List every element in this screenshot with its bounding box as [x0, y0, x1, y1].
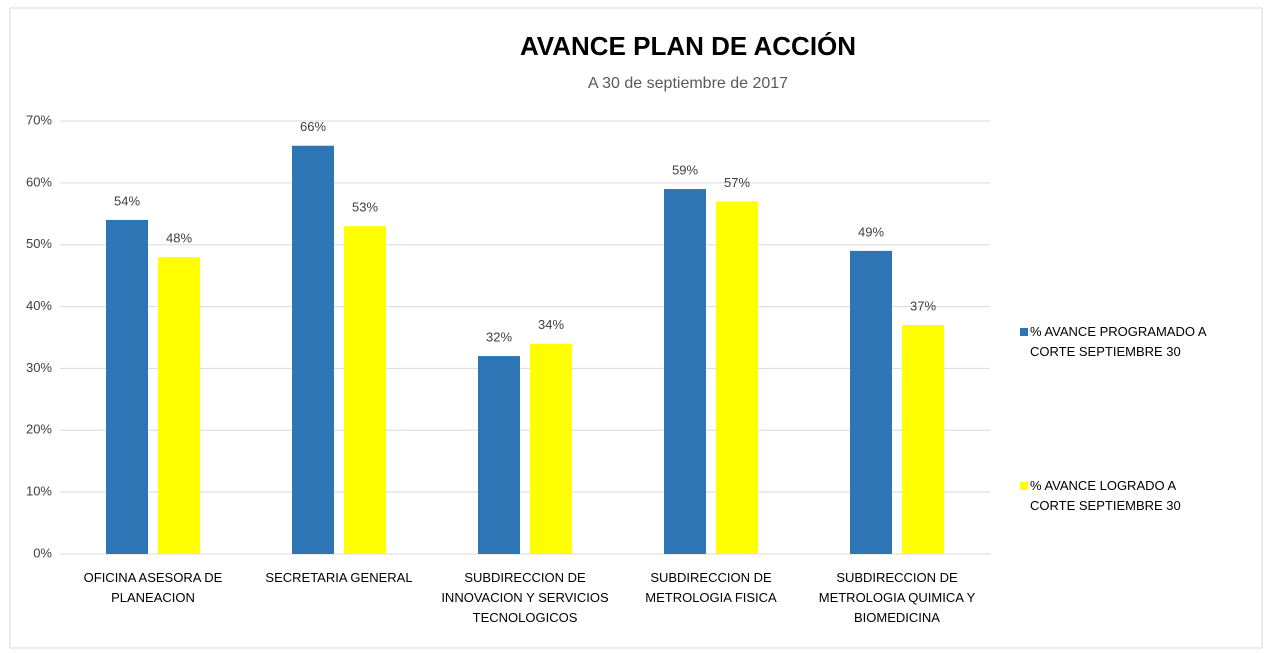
- data-label: 32%: [486, 329, 512, 344]
- y-tick-label: 0%: [33, 545, 52, 560]
- y-tick-label: 70%: [26, 112, 52, 127]
- bar: [716, 201, 758, 554]
- y-tick-label: 20%: [26, 422, 52, 437]
- bar: [292, 145, 334, 554]
- legend-entry: % AVANCE PROGRAMADO A CORTE SEPTIEMBRE 3…: [1020, 322, 1210, 362]
- data-label: 53%: [352, 200, 378, 215]
- x-tick-label: SUBDIRECCION DE INNOVACION Y SERVICIOS T…: [441, 570, 609, 625]
- bar: [158, 257, 200, 554]
- y-tick-label: 30%: [26, 360, 52, 375]
- x-tick-label: SUBDIRECCION DE METROLOGIA FISICA: [645, 570, 777, 605]
- legend-swatch: [1020, 328, 1028, 336]
- data-label: 57%: [724, 175, 750, 190]
- data-label: 49%: [858, 224, 884, 239]
- x-tick-label: SECRETARIA GENERAL: [265, 570, 413, 585]
- bar: [344, 226, 386, 554]
- bar: [902, 325, 944, 554]
- chart-subtitle: A 30 de septiembre de 2017: [588, 75, 788, 92]
- chart-border: [9, 7, 1263, 649]
- bar: [106, 219, 148, 554]
- y-tick-label: 40%: [26, 298, 52, 313]
- data-label: 59%: [672, 162, 698, 177]
- x-tick-label: OFICINA ASESORA DE PLANEACION: [83, 570, 223, 605]
- data-label: 66%: [300, 119, 326, 134]
- bar: [850, 250, 892, 554]
- data-label: 54%: [114, 193, 140, 208]
- y-tick-label: 10%: [26, 484, 52, 499]
- y-tick-label: 50%: [26, 236, 52, 251]
- y-tick-label: 60%: [26, 174, 52, 189]
- bar: [530, 343, 572, 554]
- data-label: 48%: [166, 231, 192, 246]
- legend-entry: % AVANCE LOGRADO A CORTE SEPTIEMBRE 30: [1020, 476, 1210, 516]
- data-label: 34%: [538, 317, 564, 332]
- data-label: 37%: [910, 299, 936, 314]
- legend-swatch: [1020, 482, 1028, 490]
- bar: [478, 356, 520, 554]
- x-tick-label: SUBDIRECCION DE METROLOGIA QUIMICA Y BIO…: [818, 570, 976, 625]
- bar: [664, 189, 706, 555]
- chart-title: AVANCE PLAN DE ACCIÓN: [520, 31, 856, 61]
